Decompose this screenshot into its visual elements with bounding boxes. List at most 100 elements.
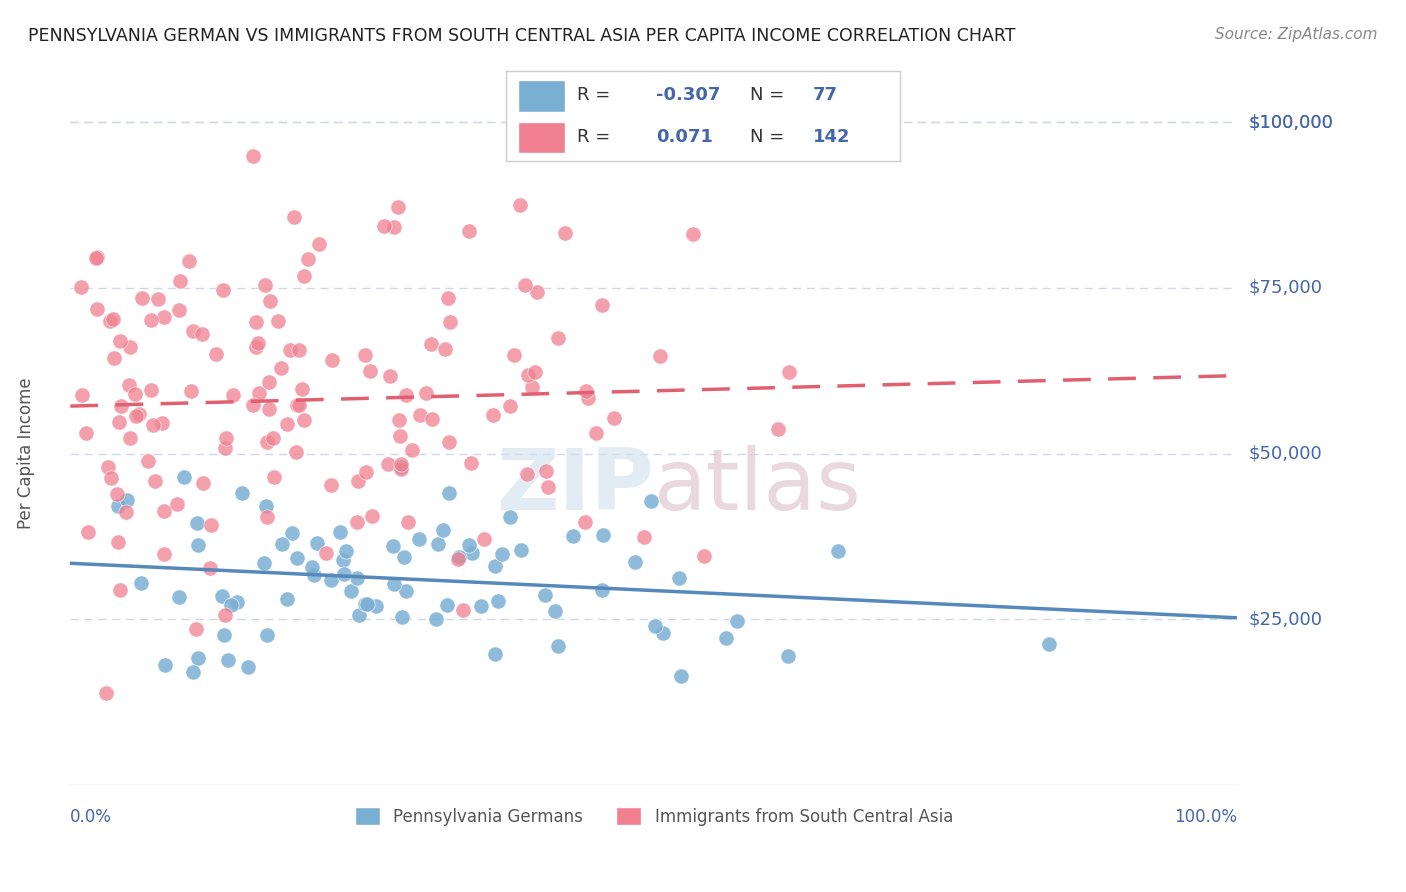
Point [633,530,655,544]
Point [409,408,432,422]
Point [509,197,531,211]
Point [118,431,141,445]
Point [377,457,399,471]
Bar [517,122,565,153]
Point [308,237,330,252]
Point [482,408,505,422]
Text: R =: R = [576,128,616,146]
Point [118,340,141,354]
Text: R =: R = [576,87,616,104]
Point [395,584,418,599]
Point [725,614,748,628]
Text: 0.0%: 0.0% [70,808,112,826]
Point [534,588,557,602]
Point [353,348,375,362]
Point [136,454,159,468]
Text: $25,000: $25,000 [1249,610,1323,628]
Point [167,302,190,317]
Text: PENNSYLVANIA GERMAN VS IMMIGRANTS FROM SOUTH CENTRAL ASIA PER CAPITA INCOME CORR: PENNSYLVANIA GERMAN VS IMMIGRANTS FROM S… [28,27,1015,45]
Point [768,422,790,436]
Point [433,342,456,356]
Point [460,456,482,470]
Text: ZIP: ZIP [496,445,654,528]
Point [70,387,93,401]
Point [401,443,423,458]
Point [110,399,132,413]
Point [561,529,583,543]
Point [219,599,242,613]
Point [76,524,98,539]
Point [425,612,447,626]
Point [651,626,673,640]
Text: N =: N = [751,128,790,146]
Point [361,508,384,523]
Point [499,509,522,524]
Point [211,589,233,603]
Point [179,254,201,268]
Point [131,291,153,305]
Point [472,532,495,546]
Point [458,537,481,551]
Point [107,534,129,549]
Point [236,660,259,674]
Point [382,539,405,553]
Point [114,505,136,519]
Point [644,619,666,633]
Point [513,278,536,293]
Point [256,509,278,524]
Point [253,556,276,570]
Point [125,409,148,423]
Point [484,647,506,661]
Point [247,335,270,350]
Point [503,348,526,362]
Point [591,298,613,312]
Point [284,444,307,458]
Point [288,398,311,412]
Point [373,219,395,233]
Point [436,291,458,305]
Point [576,392,599,406]
Point [297,252,319,266]
Point [776,648,799,663]
Point [86,301,108,316]
Point [671,669,693,683]
Point [276,591,298,606]
Point [263,469,285,483]
Text: -0.307: -0.307 [655,87,720,104]
Point [245,340,267,354]
Point [291,382,314,396]
Point [98,313,121,327]
Point [340,584,363,599]
Point [389,457,412,471]
Point [242,398,264,412]
Point [447,551,470,566]
Point [394,388,416,402]
Text: 142: 142 [813,128,851,146]
Point [499,399,522,413]
Point [292,268,315,283]
Point [574,516,596,530]
Text: Per Capita Income: Per Capita Income [17,378,35,530]
Point [108,583,131,598]
Point [281,525,304,540]
Point [257,375,280,389]
Point [319,478,342,492]
Point [75,425,97,440]
Point [107,500,129,514]
Point [382,577,405,591]
Point [394,550,416,565]
Point [226,595,249,609]
Text: 0.071: 0.071 [655,128,713,146]
Point [515,467,537,481]
Point [166,497,188,511]
Point [648,349,671,363]
Point [200,518,222,533]
Point [117,378,139,392]
Point [470,599,492,614]
Point [205,347,228,361]
Point [354,465,377,479]
Text: $50,000: $50,000 [1249,444,1323,463]
Point [180,384,202,398]
Point [432,524,454,538]
Text: 77: 77 [813,87,838,104]
